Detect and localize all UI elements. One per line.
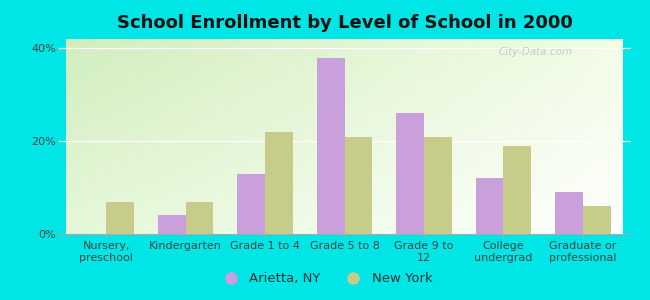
- Bar: [106, 202, 134, 234]
- Bar: [424, 136, 452, 234]
- Bar: [396, 113, 424, 234]
- Bar: [237, 174, 265, 234]
- Text: City-Data.com: City-Data.com: [499, 47, 573, 57]
- Title: School Enrollment by Level of School in 2000: School Enrollment by Level of School in …: [116, 14, 573, 32]
- Bar: [583, 206, 610, 234]
- Legend: Arietta, NY, New York: Arietta, NY, New York: [212, 267, 438, 290]
- Bar: [476, 178, 503, 234]
- Bar: [265, 132, 293, 234]
- Bar: [344, 136, 372, 234]
- Bar: [158, 215, 186, 234]
- Bar: [317, 58, 345, 234]
- Bar: [186, 202, 213, 234]
- Bar: [503, 146, 531, 234]
- Bar: [555, 192, 583, 234]
